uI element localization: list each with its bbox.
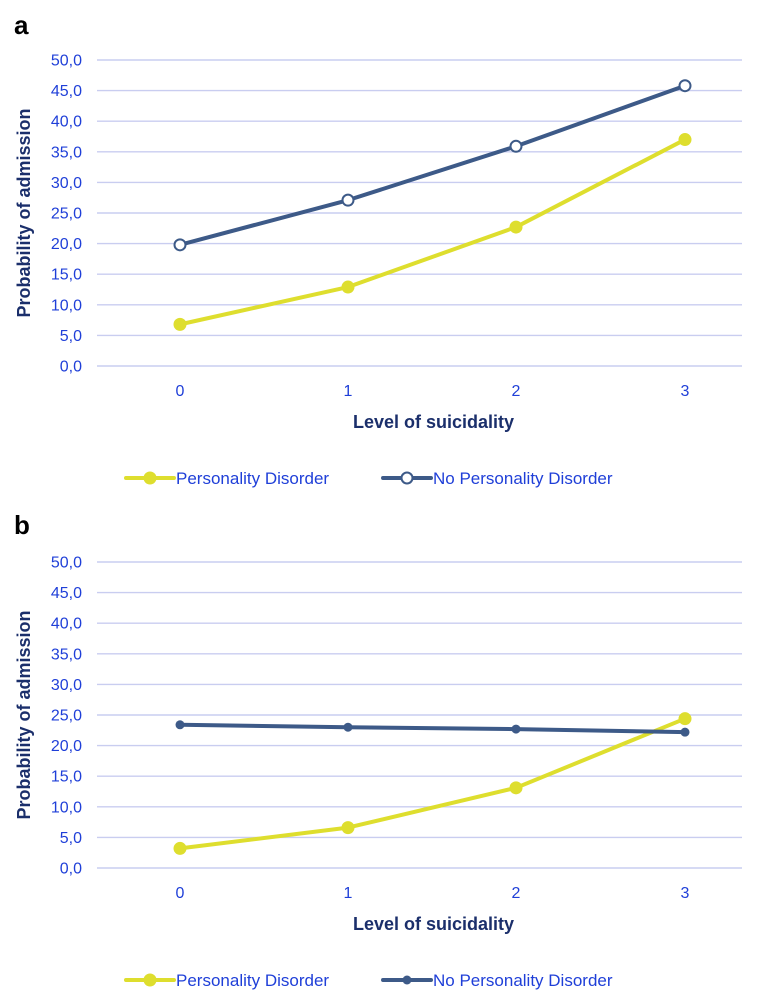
data-point — [678, 79, 692, 93]
data-point — [509, 220, 523, 234]
legend-item: Personality Disorder — [124, 469, 329, 488]
legend: Personality Disorder No Personality Disor… — [124, 469, 613, 488]
y-tick-label: 50,0 — [51, 53, 82, 70]
series-personality-disorder — [173, 133, 692, 331]
y-tick-label: 45,0 — [51, 585, 82, 602]
legend-item: No Personality Disorder — [381, 469, 613, 488]
x-tick-label: 0 — [176, 383, 185, 400]
legend-swatch-marker — [143, 471, 157, 485]
y-tick-label: 0,0 — [60, 861, 82, 878]
y-tick-label: 50,0 — [51, 555, 82, 572]
y-axis-title: Probability of admission — [14, 108, 34, 317]
legend-item: Personality Disorder — [124, 971, 329, 990]
y-tick-label: 20,0 — [51, 738, 82, 755]
y-tick-label: 25,0 — [51, 708, 82, 725]
y-tick-label: 20,0 — [51, 236, 82, 253]
x-tick-label: 3 — [681, 383, 690, 400]
series-line — [178, 83, 687, 247]
data-point — [173, 238, 187, 252]
y-tick-label: 10,0 — [51, 297, 82, 314]
y-tick-label: 30,0 — [51, 677, 82, 694]
y-tick-label: 25,0 — [51, 206, 82, 223]
y-tick-label: 30,0 — [51, 175, 82, 192]
y-axis-ticks: 0,0 5,0 10,0 15,0 20,0 25,0 30,0 35,0 40,0 45,0 50… — [51, 53, 82, 376]
data-point — [175, 720, 185, 730]
data-point — [678, 133, 692, 147]
data-point — [341, 821, 355, 835]
data-point — [678, 712, 692, 726]
series-line — [178, 716, 687, 851]
x-tick-label: 1 — [344, 383, 353, 400]
series-line — [178, 722, 687, 735]
legend-swatch-marker — [402, 975, 412, 985]
data-point — [680, 727, 690, 737]
legend-label: Personality Disorder — [176, 469, 329, 488]
gridlines — [97, 59, 742, 367]
y-tick-label: 5,0 — [60, 328, 82, 345]
x-axis-ticks: 0 1 2 3 — [176, 383, 690, 400]
y-axis-ticks: 0,0 5,0 10,0 15,0 20,0 25,0 30,0 35,0 40,0 45,0 50… — [51, 555, 82, 878]
y-tick-label: 0,0 — [60, 359, 82, 376]
legend-label: No Personality Disorder — [433, 971, 613, 990]
y-tick-label: 40,0 — [51, 616, 82, 633]
y-tick-label: 5,0 — [60, 830, 82, 847]
chart-panel-a: a 0,0 5,0 10,0 15,0 20,0 25,0 30,0 35,0 40,0 45,0 5… — [14, 10, 742, 488]
data-point — [511, 724, 521, 734]
legend-label: Personality Disorder — [176, 971, 329, 990]
data-point — [509, 139, 523, 153]
legend-swatch-marker — [143, 973, 157, 987]
y-axis-title: Probability of admission — [14, 610, 34, 819]
data-point — [173, 841, 187, 855]
x-tick-label: 0 — [176, 885, 185, 902]
chart-panel-b: b 0,0 5,0 10,0 15,0 20,0 25,0 30,0 35,0 40,0 45,0 5… — [14, 510, 742, 990]
legend-item: No Personality Disorder — [381, 971, 613, 990]
data-point — [509, 781, 523, 795]
y-tick-label: 10,0 — [51, 799, 82, 816]
legend-label: No Personality Disorder — [433, 469, 613, 488]
x-axis-title: Level of suicidality — [353, 412, 514, 432]
x-tick-label: 2 — [512, 885, 521, 902]
data-point — [343, 722, 353, 732]
y-tick-label: 40,0 — [51, 114, 82, 131]
x-tick-label: 2 — [512, 383, 521, 400]
x-tick-label: 1 — [344, 885, 353, 902]
panel-letter: b — [14, 510, 30, 540]
y-tick-label: 35,0 — [51, 646, 82, 663]
series-line — [178, 137, 687, 327]
data-point — [173, 317, 187, 331]
y-tick-label: 35,0 — [51, 144, 82, 161]
data-point — [341, 193, 355, 207]
y-tick-label: 15,0 — [51, 769, 82, 786]
x-tick-label: 3 — [681, 885, 690, 902]
data-point — [341, 280, 355, 294]
series-no-personality-disorder — [173, 79, 692, 252]
series-personality-disorder — [173, 712, 692, 855]
panel-letter: a — [14, 10, 29, 40]
legend: Personality Disorder No Personality Disor… — [124, 971, 613, 990]
x-axis-ticks: 0 1 2 3 — [176, 885, 690, 902]
gridlines — [97, 561, 742, 869]
y-tick-label: 45,0 — [51, 83, 82, 100]
x-axis-title: Level of suicidality — [353, 914, 514, 934]
legend-swatch-marker — [400, 471, 414, 485]
y-tick-label: 15,0 — [51, 267, 82, 284]
series-no-personality-disorder — [175, 720, 690, 737]
